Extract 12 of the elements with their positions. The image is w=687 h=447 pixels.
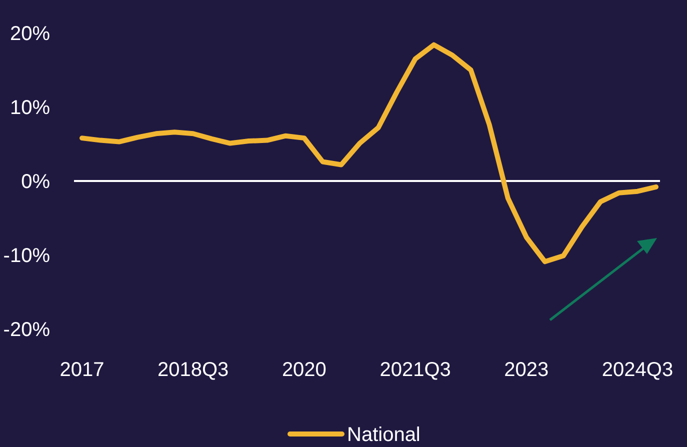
y-tick-label: -20% xyxy=(3,319,50,341)
x-tick-label: 2021Q3 xyxy=(380,359,451,381)
x-tick-label: 2018Q3 xyxy=(158,359,229,381)
legend-label: National xyxy=(347,424,420,446)
y-tick-label: -10% xyxy=(3,245,50,267)
x-tick-label: 2017 xyxy=(60,359,104,381)
y-tick-label: 10% xyxy=(10,97,50,119)
x-tick-label: 2024Q3 xyxy=(602,359,674,381)
y-tick-label: 20% xyxy=(10,23,50,45)
x-tick-label: 2023 xyxy=(504,359,549,381)
x-tick-label: 2020 xyxy=(282,359,326,381)
y-tick-label: 0% xyxy=(21,171,50,193)
